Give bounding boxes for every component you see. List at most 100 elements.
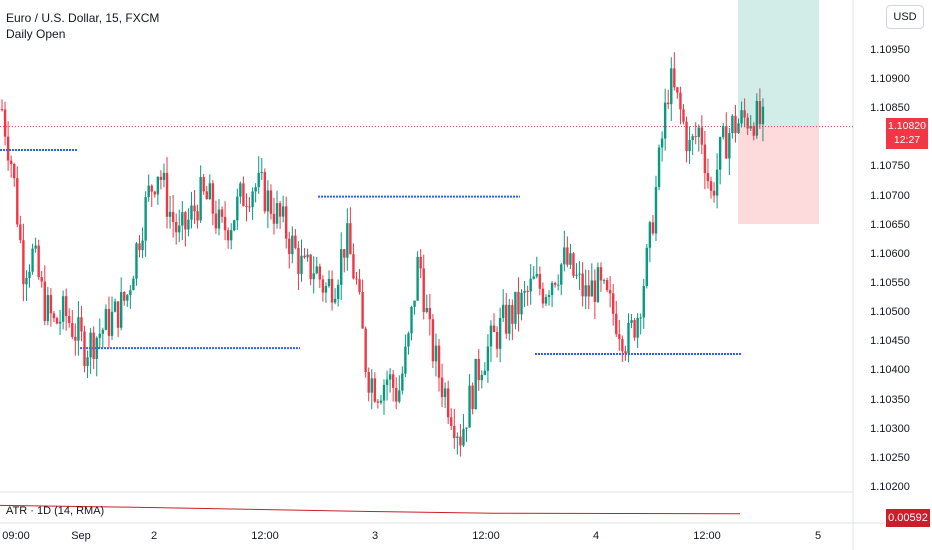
- time-tick-label: 4: [592, 530, 600, 542]
- candle-body: [489, 325, 493, 347]
- price-tick-label: 1.10750: [870, 160, 910, 173]
- price-tick-label: 1.10600: [870, 247, 910, 260]
- candle-body: [37, 245, 40, 278]
- candle-body: [725, 126, 728, 159]
- candle-body: [410, 306, 413, 334]
- chart-legend[interactable]: Euro / U.S. Dollar, 15, FXCM Daily Open: [6, 10, 159, 42]
- candle-body: [682, 109, 685, 122]
- candle-body: [624, 351, 627, 354]
- candle-body: [110, 311, 114, 336]
- candle-body: [233, 220, 236, 231]
- candle-body: [13, 164, 16, 179]
- candle-body: [642, 285, 645, 318]
- candle-body: [104, 309, 108, 330]
- candle-body: [80, 317, 83, 332]
- candle-body: [126, 295, 129, 301]
- candle-body: [529, 278, 532, 292]
- candle-body: [0, 109, 4, 111]
- candle-body: [645, 247, 649, 286]
- atr-legend[interactable]: ATR · 1D (14, RMA): [6, 505, 105, 517]
- candle-body: [706, 173, 710, 182]
- candle-body: [352, 254, 355, 279]
- time-tick-label: 2: [150, 530, 158, 542]
- candle-body: [651, 222, 655, 234]
- profit-zone: [738, 0, 819, 126]
- candle-body: [294, 235, 297, 248]
- candle-body: [132, 278, 135, 291]
- candle-body: [202, 176, 205, 192]
- candle-body: [670, 68, 673, 105]
- candle-body: [450, 417, 453, 426]
- candle-body: [3, 109, 7, 137]
- price-tick-label: 1.10450: [870, 335, 910, 348]
- candle-body: [495, 332, 499, 349]
- price-tick-label: 1.10950: [870, 43, 910, 56]
- indicator-name[interactable]: Daily Open: [6, 27, 66, 41]
- candle-body: [340, 249, 343, 285]
- candle-body: [532, 276, 535, 279]
- candle-body: [703, 144, 707, 174]
- candle-body: [685, 121, 688, 152]
- candle-body: [612, 293, 615, 314]
- candle-body: [446, 388, 450, 418]
- candle-body: [395, 387, 398, 402]
- candle-body: [758, 101, 762, 125]
- candle-body: [162, 172, 166, 180]
- candle-body: [761, 106, 765, 125]
- candle-body: [343, 249, 346, 258]
- candle-body: [413, 300, 416, 307]
- candle-body: [700, 127, 704, 145]
- candle-body: [263, 172, 267, 212]
- candle-body: [257, 172, 260, 188]
- atr-line-path: [0, 504, 741, 515]
- atr-value-label: 0.00592: [886, 509, 930, 527]
- candle-body: [19, 224, 22, 241]
- candle-body: [367, 371, 370, 393]
- candle-body: [425, 307, 428, 312]
- time-tick-label: 12:00: [251, 530, 279, 542]
- candle-body: [71, 323, 74, 337]
- candle-body: [55, 318, 59, 324]
- candle-body: [25, 277, 28, 285]
- symbol-title[interactable]: Euro / U.S. Dollar, 15, FXCM: [6, 11, 160, 25]
- price-tick-label: 1.10650: [870, 218, 910, 231]
- candle-body: [731, 115, 734, 134]
- candle-body: [602, 280, 606, 282]
- candle-body: [349, 223, 352, 255]
- candle-body: [673, 68, 676, 88]
- candle-body: [416, 256, 419, 301]
- candle-body: [388, 374, 392, 380]
- candle-body: [336, 284, 340, 299]
- candle-body: [275, 203, 279, 224]
- candle-body: [6, 136, 10, 161]
- candle-body: [327, 278, 331, 287]
- price-tick-label: 1.10250: [870, 451, 910, 464]
- candle-body: [599, 267, 603, 281]
- candle-body: [129, 290, 132, 296]
- candle-body: [398, 390, 401, 402]
- candle-body: [321, 279, 325, 293]
- price-tick-label: 1.10700: [870, 189, 910, 202]
- candle-body: [89, 332, 92, 358]
- candle-body: [358, 279, 361, 293]
- candle-body: [364, 328, 367, 372]
- candle-body: [217, 209, 221, 229]
- candle-body: [245, 205, 248, 207]
- candle-body: [663, 102, 667, 139]
- candle-body: [333, 298, 337, 303]
- candle-body: [697, 127, 700, 137]
- candle-body: [330, 278, 334, 303]
- candle-body: [300, 255, 303, 274]
- candle-body: [584, 285, 587, 297]
- candle-body: [722, 126, 725, 138]
- candle-body: [453, 425, 456, 439]
- candle-body: [385, 379, 389, 385]
- long-position-tool[interactable]: [738, 0, 819, 224]
- candle-body: [370, 378, 373, 393]
- currency-button[interactable]: USD: [886, 5, 924, 29]
- candle-body: [214, 213, 218, 229]
- price-tick-label: 1.10350: [870, 393, 910, 406]
- candle-body: [431, 319, 435, 362]
- price-tick-label: 1.10500: [870, 306, 910, 319]
